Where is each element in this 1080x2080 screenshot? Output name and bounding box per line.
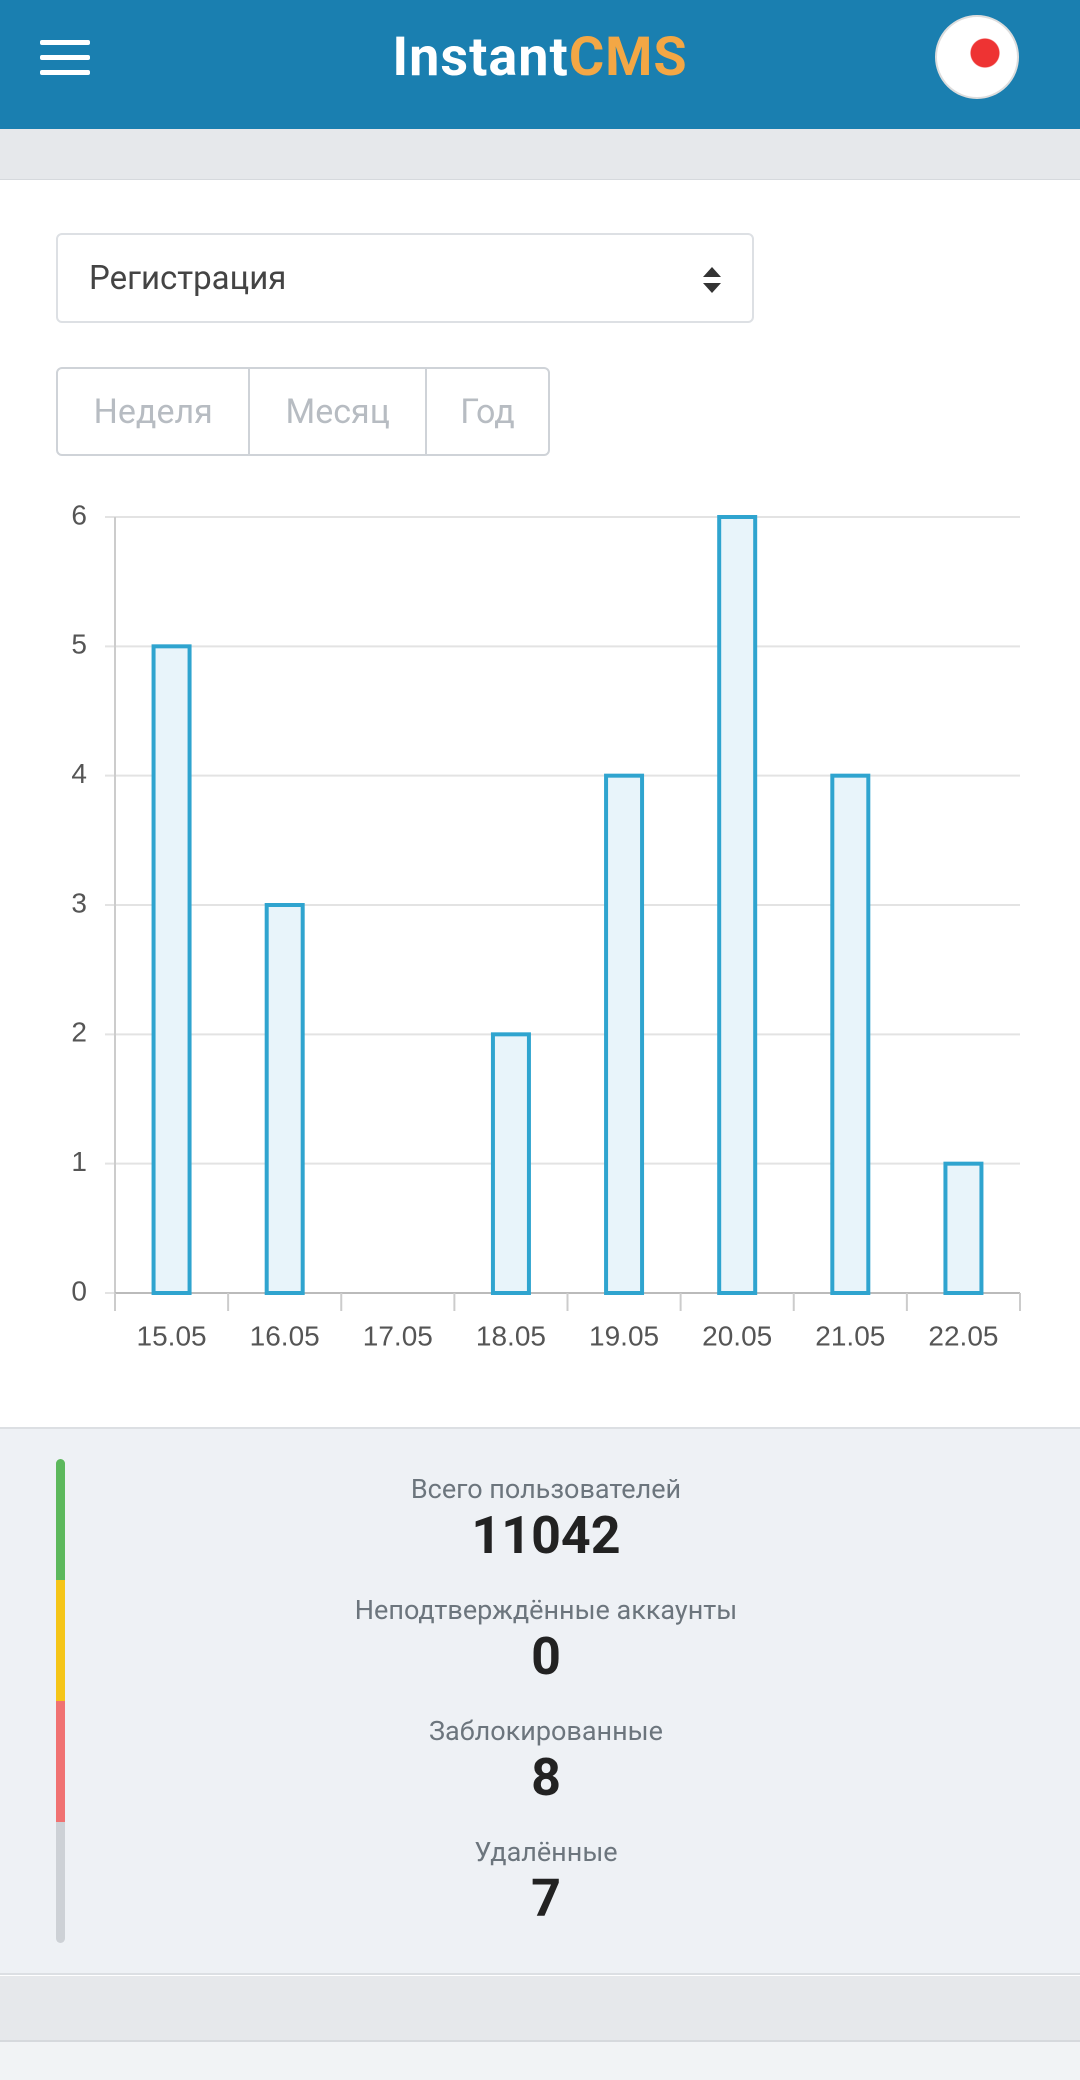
period-buttons: Неделя Месяц Год bbox=[56, 367, 550, 456]
stats-panel: Всего пользователей 11042 Неподтверждённы… bbox=[0, 1427, 1080, 1975]
period-button[interactable]: Месяц bbox=[250, 369, 427, 454]
stat-indicator bbox=[56, 1822, 65, 1943]
stat-row: Удалённые 7 bbox=[56, 1822, 1056, 1943]
bar bbox=[264, 903, 305, 1295]
x-tick-label: 15.05 bbox=[137, 1320, 207, 1351]
x-tick-label: 21.05 bbox=[815, 1320, 885, 1351]
x-tick-label: 18.05 bbox=[476, 1320, 546, 1351]
x-tick-label: 16.05 bbox=[250, 1320, 320, 1351]
y-tick-label: 1 bbox=[71, 1146, 87, 1177]
stat-value: 8 bbox=[531, 1747, 561, 1808]
logo-text: Instant bbox=[392, 26, 569, 89]
menu-icon[interactable] bbox=[40, 70, 90, 75]
stat-value: 0 bbox=[531, 1626, 561, 1687]
x-tick-label: 22.05 bbox=[928, 1320, 998, 1351]
y-tick-label: 6 bbox=[71, 499, 87, 530]
period-button[interactable]: Неделя bbox=[58, 369, 251, 454]
bar bbox=[490, 1032, 531, 1296]
menu-icon[interactable] bbox=[40, 55, 90, 60]
stat-indicator bbox=[56, 1459, 65, 1580]
bar bbox=[151, 644, 192, 1295]
logo[interactable]: InstantCMS bbox=[0, 26, 1080, 89]
y-tick-label: 2 bbox=[71, 1017, 87, 1048]
select-label: Регистрация bbox=[89, 259, 287, 298]
stat-label: Удалённые bbox=[474, 1836, 618, 1868]
x-tick-label: 20.05 bbox=[702, 1320, 772, 1351]
y-tick-label: 5 bbox=[71, 629, 87, 660]
menu-icon[interactable] bbox=[40, 40, 90, 45]
bar bbox=[830, 773, 871, 1295]
y-tick-label: 0 bbox=[71, 1275, 87, 1306]
select[interactable]: Регистрация bbox=[56, 233, 754, 323]
period-button[interactable]: Год bbox=[460, 391, 515, 432]
stat-label: Неподтверждённые аккаунты bbox=[354, 1594, 738, 1626]
header: InstantCMS bbox=[0, 0, 1080, 129]
bar bbox=[717, 515, 758, 1295]
stat-row: Заблокированные 8 bbox=[56, 1701, 1056, 1822]
logo-text: CMS bbox=[568, 26, 688, 89]
bar bbox=[604, 773, 645, 1295]
chart: 0 1 2 3 4 5 6 15.05 16.05 17.05 18.05 19.05 20.05 21.… bbox=[71, 499, 1021, 1351]
avatar[interactable] bbox=[935, 15, 1019, 99]
stat-label: Всего пользователей bbox=[410, 1473, 682, 1505]
stat-row: Неподтверждённые аккаунты 0 bbox=[56, 1580, 1056, 1701]
stat-indicator bbox=[56, 1701, 65, 1822]
stat-row: Всего пользователей 11042 bbox=[56, 1459, 1056, 1580]
y-tick-label: 3 bbox=[71, 887, 87, 918]
stat-value: 7 bbox=[531, 1868, 561, 1929]
stat-value: 11042 bbox=[471, 1505, 621, 1566]
footer-strip bbox=[0, 2040, 1080, 2080]
stat-label: Заблокированные bbox=[429, 1715, 663, 1747]
x-tick-label: 17.05 bbox=[363, 1320, 433, 1351]
y-tick-label: 4 bbox=[71, 758, 87, 789]
stat-indicator bbox=[56, 1580, 65, 1701]
x-tick-label: 19.05 bbox=[589, 1320, 659, 1351]
select-arrows bbox=[703, 267, 721, 293]
bar bbox=[943, 1161, 984, 1295]
